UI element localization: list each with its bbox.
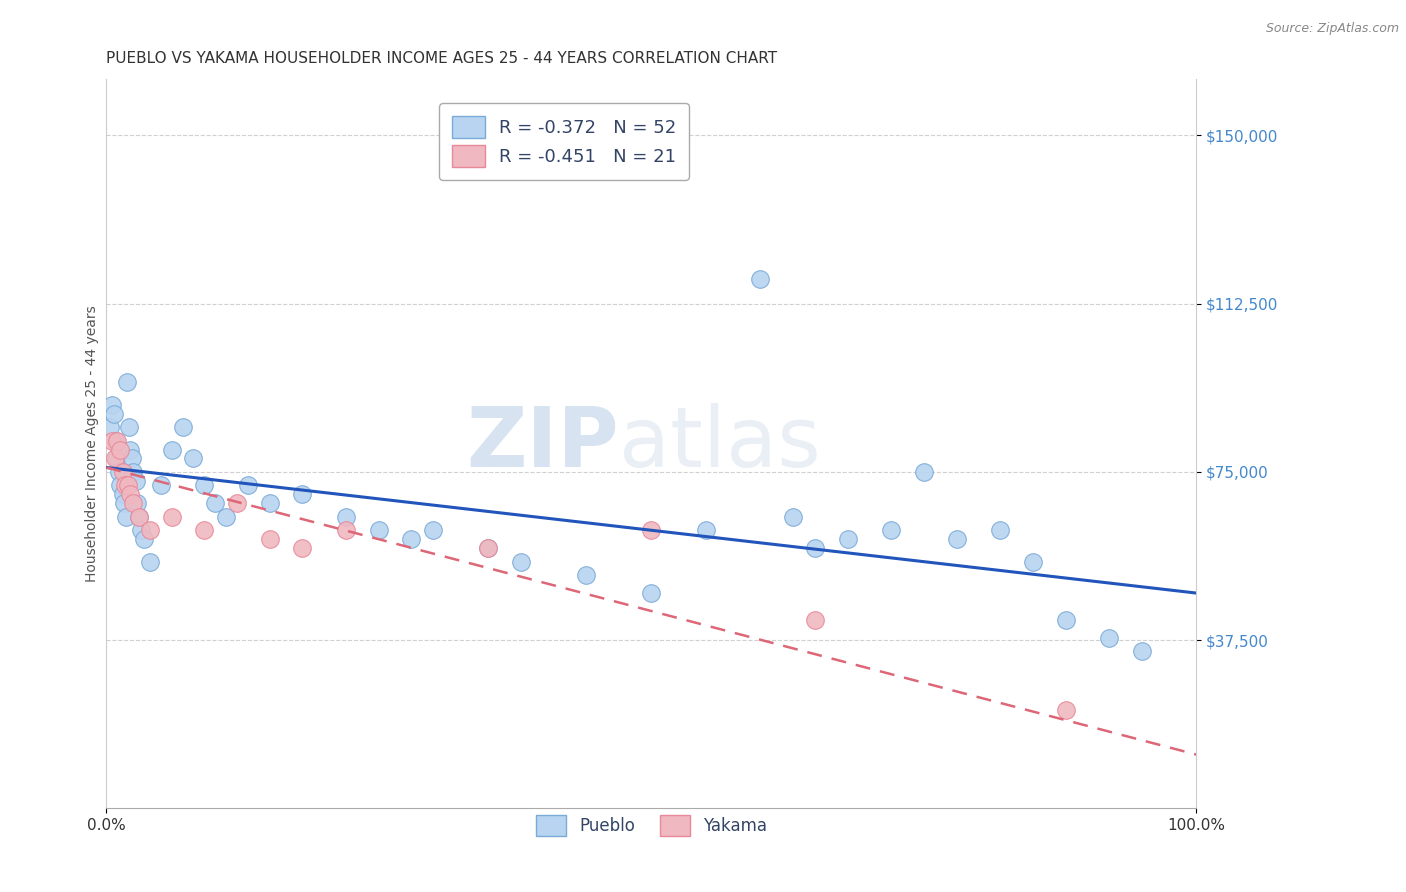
Point	[804, 613, 827, 627]
Point	[193, 523, 215, 537]
Point	[291, 487, 314, 501]
Text: PUEBLO VS YAKAMA HOUSEHOLDER INCOME AGES 25 - 44 YEARS CORRELATION CHART: PUEBLO VS YAKAMA HOUSEHOLDER INCOME AGES…	[107, 51, 778, 66]
Point	[108, 465, 131, 479]
Point	[215, 509, 238, 524]
Point	[880, 523, 903, 537]
Point	[120, 442, 142, 457]
Point	[782, 509, 804, 524]
Point	[139, 523, 162, 537]
Point	[1054, 613, 1077, 627]
Point	[110, 442, 132, 457]
Point	[912, 465, 935, 479]
Point	[640, 523, 662, 537]
Y-axis label: Householder Income Ages 25 - 44 years: Householder Income Ages 25 - 44 years	[86, 306, 100, 582]
Point	[112, 496, 135, 510]
Point	[259, 533, 281, 547]
Point	[945, 533, 967, 547]
Point	[160, 442, 183, 457]
Point	[837, 533, 859, 547]
Point	[226, 496, 249, 510]
Point	[134, 533, 156, 547]
Point	[104, 451, 127, 466]
Point	[335, 509, 357, 524]
Point	[128, 509, 150, 524]
Point	[115, 375, 138, 389]
Point	[114, 478, 136, 492]
Point	[367, 523, 389, 537]
Point	[110, 478, 132, 492]
Point	[204, 496, 226, 510]
Point	[125, 474, 148, 488]
Point	[122, 496, 145, 510]
Point	[259, 496, 281, 510]
Point	[804, 541, 827, 556]
Point	[125, 496, 148, 510]
Point	[1098, 631, 1121, 645]
Point	[111, 465, 134, 479]
Text: atlas: atlas	[619, 403, 820, 484]
Point	[149, 478, 172, 492]
Text: ZIP: ZIP	[467, 403, 619, 484]
Point	[236, 478, 259, 492]
Point	[988, 523, 1011, 537]
Point	[105, 434, 128, 448]
Point	[1054, 703, 1077, 717]
Point	[575, 568, 598, 582]
Point	[105, 434, 128, 448]
Point	[401, 533, 423, 547]
Point	[121, 451, 143, 466]
Point	[129, 523, 152, 537]
Text: Source: ZipAtlas.com: Source: ZipAtlas.com	[1265, 22, 1399, 36]
Point	[749, 272, 772, 286]
Point	[122, 465, 145, 479]
Point	[1130, 644, 1153, 658]
Point	[100, 398, 122, 412]
Point	[640, 586, 662, 600]
Point	[105, 451, 128, 466]
Point	[115, 509, 138, 524]
Point	[160, 509, 183, 524]
Point	[477, 541, 499, 556]
Point	[422, 523, 444, 537]
Point	[477, 541, 499, 556]
Point	[98, 420, 121, 434]
Point	[118, 420, 141, 434]
Point	[111, 487, 134, 501]
Point	[291, 541, 314, 556]
Point	[1022, 555, 1045, 569]
Point	[193, 478, 215, 492]
Point	[509, 555, 531, 569]
Point	[120, 487, 142, 501]
Point	[139, 555, 162, 569]
Point	[335, 523, 357, 537]
Point	[695, 523, 717, 537]
Point	[128, 509, 150, 524]
Point	[100, 434, 122, 448]
Point	[103, 407, 125, 421]
Point	[183, 451, 205, 466]
Legend: Pueblo, Yakama: Pueblo, Yakama	[527, 807, 776, 844]
Point	[117, 478, 139, 492]
Point	[172, 420, 194, 434]
